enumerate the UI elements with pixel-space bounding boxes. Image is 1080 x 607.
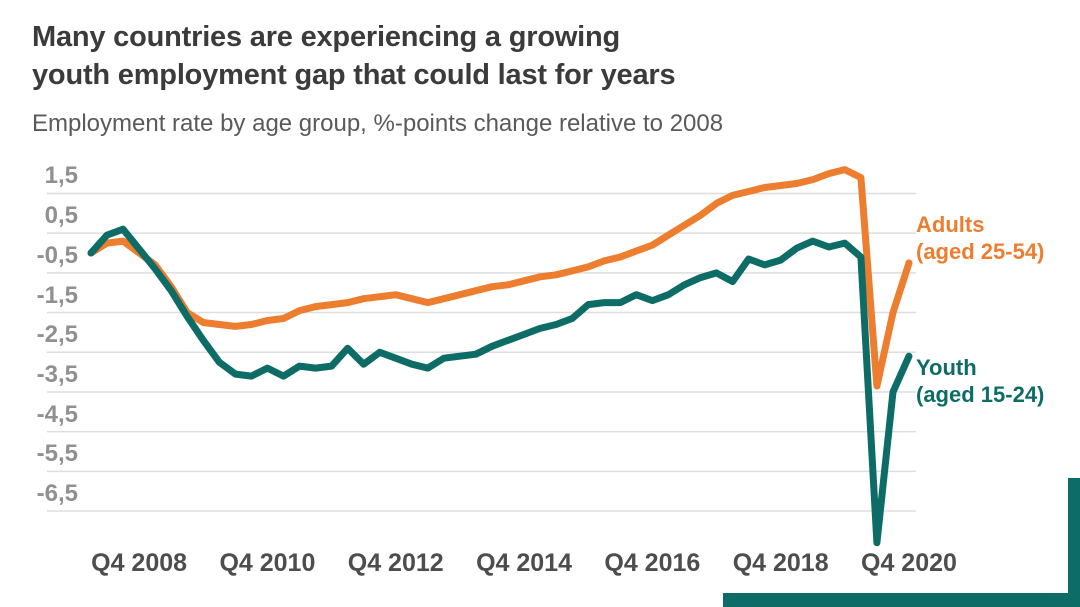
- y-tick-label: -1,5: [36, 281, 78, 309]
- series-label-adults: Adults (aged 25-54): [916, 211, 1080, 265]
- accent-bar-horizontal: [723, 593, 1080, 607]
- y-tick-label: -5,5: [36, 440, 78, 468]
- x-tick-label: Q4 2012: [347, 549, 444, 577]
- y-tick-label: -6,5: [36, 480, 78, 508]
- series-label-adults-line1: Adults: [916, 212, 985, 237]
- y-tick-label: -4,5: [36, 400, 78, 428]
- x-tick-label: Q4 2020: [861, 549, 957, 577]
- page-title-line1: Many countries are experiencing a growin…: [32, 21, 621, 53]
- accent-bar-vertical: [1068, 478, 1080, 607]
- y-tick-label: 1,5: [44, 162, 78, 190]
- y-tick-label: 0,5: [44, 202, 78, 230]
- chart-subtitle: Employment rate by age group, %-points c…: [32, 110, 724, 137]
- y-tick-label: -3,5: [36, 360, 78, 388]
- series-label-adults-line2: (aged 25-54): [916, 239, 1045, 264]
- y-tick-label: -0,5: [36, 241, 78, 269]
- y-tick-label: -2,5: [36, 321, 78, 349]
- x-tick-label: Q4 2014: [476, 549, 572, 577]
- adults-line: [87, 166, 913, 390]
- youth-line: [87, 225, 913, 547]
- series-label-youth: Youth (aged 15-24): [916, 354, 1080, 408]
- series-label-youth-line1: Youth: [916, 355, 977, 380]
- page-title-line2: youth employment gap that could last for…: [32, 59, 676, 91]
- x-tick-label: Q4 2010: [219, 549, 316, 577]
- x-tick-label: Q4 2016: [604, 549, 701, 577]
- page-title: Many countries are experiencing a growin…: [32, 18, 932, 94]
- x-tick-label: Q4 2018: [732, 549, 829, 577]
- series-label-youth-line2: (aged 15-24): [916, 382, 1045, 407]
- x-tick-label: Q4 2008: [91, 549, 188, 577]
